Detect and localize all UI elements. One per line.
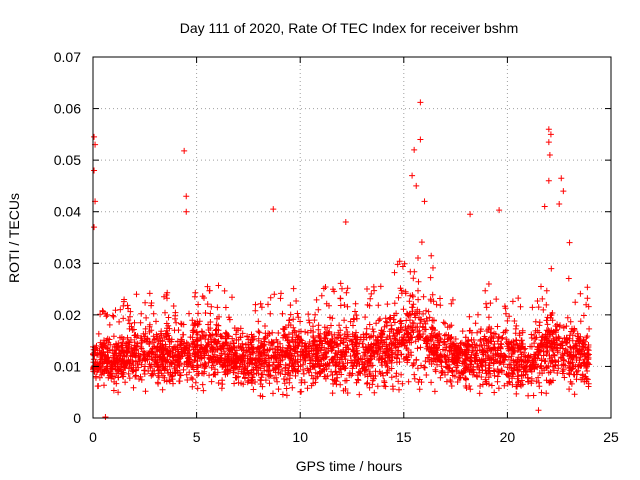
outlier-point [91, 167, 98, 174]
axis-ticks [92, 56, 612, 419]
y-tick-labels: 0 0.01 0.02 0.03 0.04 0.05 0.06 0.07 [54, 49, 81, 426]
outlier-point [546, 151, 553, 158]
x-tick-label: 20 [500, 429, 516, 445]
data-points [90, 99, 593, 420]
y-tick-label: 0.03 [54, 255, 81, 271]
x-tick-label: 25 [603, 429, 619, 445]
scatter-cloud [90, 239, 593, 400]
chart-title: Day 111 of 2020, Rate Of TEC Index for r… [180, 20, 519, 36]
outlier-point [545, 139, 552, 146]
y-tick-label: 0.07 [54, 49, 81, 65]
outlier-point [91, 133, 98, 140]
x-tick-label: 15 [396, 429, 412, 445]
outlier-point [560, 188, 567, 195]
outlier-point [417, 99, 424, 106]
outlier-point [545, 177, 552, 184]
outlier-point [496, 207, 503, 214]
outlier-point [545, 126, 552, 133]
outlier-point [183, 208, 190, 215]
y-tick-label: 0.06 [54, 101, 81, 117]
y-tick-label: 0.05 [54, 152, 81, 168]
y-tick-label: 0.04 [54, 204, 81, 220]
plot-frame [92, 56, 612, 419]
outlier-point [342, 219, 349, 226]
outlier-point [183, 193, 190, 200]
outlier-point [181, 147, 188, 154]
x-tick-label: 5 [193, 429, 201, 445]
x-axis-label: GPS time / hours [296, 458, 403, 474]
y-tick-label: 0.02 [54, 307, 81, 323]
outlier-point [270, 206, 277, 213]
outlier-point [411, 146, 418, 153]
outlier-point [417, 136, 424, 143]
outlier-point [535, 407, 542, 414]
y-tick-label: 0.01 [54, 358, 81, 374]
y-tick-label: 0 [73, 410, 81, 426]
outlier-point [421, 198, 428, 205]
x-tick-labels: 0 5 10 15 20 25 [89, 429, 619, 445]
outlier-point [541, 203, 548, 210]
outlier-point [413, 182, 420, 189]
outlier-point [102, 413, 109, 420]
outlier-point [409, 172, 416, 179]
x-tick-label: 0 [89, 429, 97, 445]
outlier-point [91, 224, 98, 231]
outlier-point [558, 175, 565, 182]
outlier-point [566, 239, 573, 246]
x-tick-label: 10 [292, 429, 308, 445]
outlier-point [467, 211, 474, 218]
y-axis-label: ROTI / TECUs [6, 193, 22, 283]
outlier-point [547, 131, 554, 138]
outlier-point [556, 200, 563, 207]
